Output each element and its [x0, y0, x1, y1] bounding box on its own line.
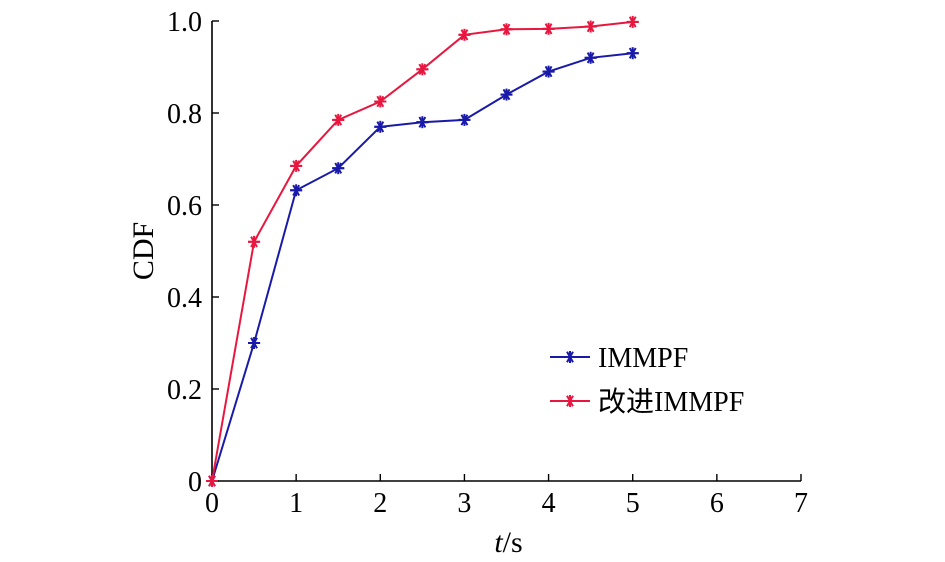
- x-tick-label: 0: [205, 488, 219, 519]
- data-point: [500, 88, 513, 101]
- y-axis-title: CDF: [127, 222, 160, 280]
- data-point: [206, 475, 218, 487]
- legend: IMMPF 改进IMMPF: [550, 343, 744, 418]
- data-point: [374, 95, 387, 108]
- x-axis-title-variable: t: [494, 526, 503, 559]
- data-point: [332, 162, 345, 175]
- x-tick-label: 2: [373, 488, 387, 519]
- axes: 0 1 2 3 4 5 6 7 0 0.2 0.4 0.6 0.8 1.0 CDF t/s: [127, 7, 808, 559]
- legend-marker: [564, 395, 576, 407]
- data-point: [500, 23, 513, 36]
- data-point: [626, 47, 639, 60]
- data-point: [248, 337, 261, 349]
- x-axis-title-unit: /s: [503, 526, 523, 559]
- legend-marker: [564, 351, 576, 363]
- legend-item: 改进IMMPF: [550, 386, 744, 418]
- data-point: [458, 28, 471, 41]
- series-line: [211, 20, 633, 482]
- series-improved-immpf: [206, 15, 639, 487]
- y-tick-label: 0.2: [167, 375, 202, 406]
- legend-label: IMMPF: [598, 343, 688, 374]
- y-tick-label: 0: [188, 467, 202, 498]
- x-tick-label: 5: [626, 488, 640, 519]
- series-layer: [206, 15, 639, 487]
- x-axis-title: t/s: [494, 526, 522, 559]
- data-point: [416, 116, 429, 129]
- x-tick-label: 3: [457, 488, 471, 519]
- data-point: [584, 20, 597, 33]
- y-tick-label: 0.4: [167, 283, 202, 314]
- y-tick-label: 0.6: [167, 191, 202, 222]
- data-point: [626, 15, 639, 28]
- data-point: [290, 184, 303, 197]
- x-tick-label: 7: [794, 488, 808, 519]
- x-tick-label: 6: [710, 488, 724, 519]
- data-point: [248, 235, 261, 248]
- data-point: [584, 51, 597, 64]
- data-point: [458, 113, 471, 126]
- x-tick-label: 1: [289, 488, 303, 519]
- series-immpf: [206, 47, 639, 487]
- y-tick-label: 0.8: [167, 99, 202, 130]
- data-point: [332, 113, 345, 126]
- data-point: [290, 159, 303, 172]
- data-point: [542, 65, 555, 78]
- data-point: [374, 120, 387, 133]
- data-point: [542, 22, 555, 35]
- data-point: [416, 63, 429, 76]
- legend-item: IMMPF: [550, 343, 688, 374]
- x-tick-label: 4: [542, 488, 556, 519]
- y-tick-label: 1.0: [167, 7, 202, 38]
- legend-label: 改进IMMPF: [598, 386, 744, 418]
